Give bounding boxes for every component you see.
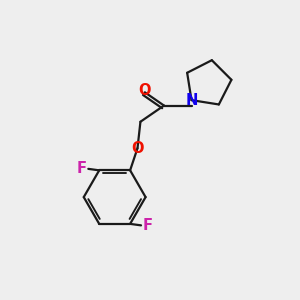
Text: O: O — [131, 141, 144, 156]
Text: F: F — [76, 161, 86, 176]
Text: N: N — [185, 93, 198, 108]
Text: F: F — [143, 218, 153, 233]
Text: O: O — [139, 83, 151, 98]
